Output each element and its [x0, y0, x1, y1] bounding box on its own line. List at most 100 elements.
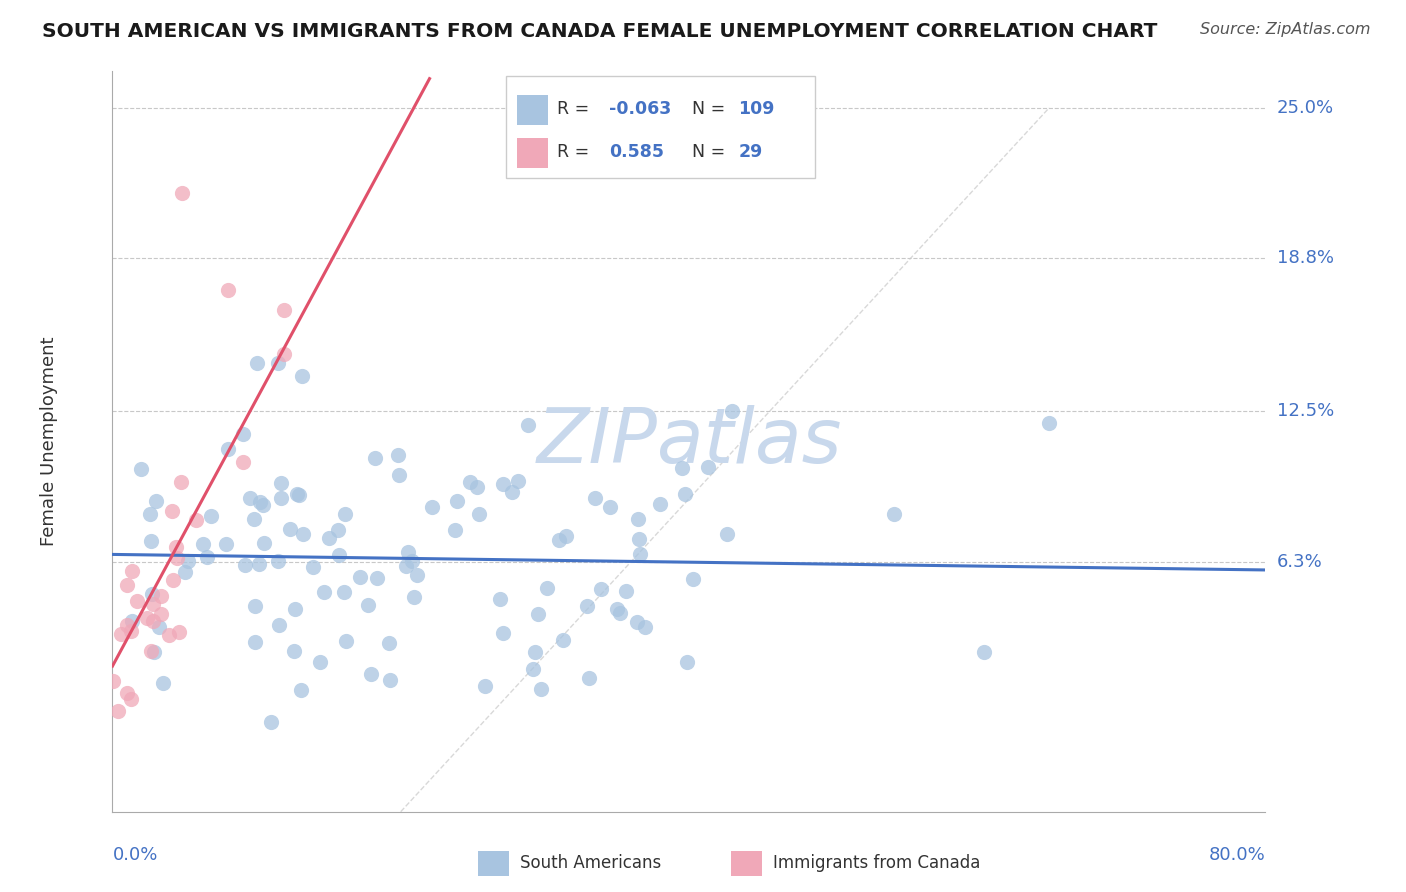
Text: 109: 109: [738, 100, 775, 118]
Point: [465, 480, 488, 494]
Point: [583, 491, 606, 506]
Point: [606, 602, 628, 616]
Point: [648, 497, 671, 511]
Point: [217, 283, 239, 297]
Point: [233, 558, 256, 573]
Point: [308, 655, 330, 669]
Point: [215, 537, 238, 551]
Point: [290, 682, 312, 697]
Point: [245, 356, 267, 370]
Text: 80.0%: 80.0%: [1209, 847, 1265, 864]
Point: [446, 493, 468, 508]
Point: [671, 461, 693, 475]
Point: [149, 607, 172, 621]
Point: [333, 507, 356, 521]
Point: [333, 584, 356, 599]
Point: [101, 673, 124, 688]
Point: [243, 635, 266, 649]
Point: [676, 655, 699, 669]
Text: 0.0%: 0.0%: [112, 847, 157, 864]
Point: [388, 467, 411, 482]
Point: [628, 547, 651, 561]
Point: [217, 442, 239, 457]
Point: [420, 500, 443, 514]
Point: [249, 494, 271, 508]
Point: [136, 610, 159, 624]
Text: ZIPatlas: ZIPatlas: [536, 405, 842, 478]
Point: [301, 560, 323, 574]
Point: [697, 460, 720, 475]
Text: 0.585: 0.585: [609, 143, 664, 161]
Point: [609, 606, 631, 620]
Point: [517, 417, 540, 432]
Point: [260, 715, 283, 730]
Point: [443, 523, 465, 537]
Point: [357, 598, 380, 612]
Text: Immigrants from Canada: Immigrants from Canada: [773, 855, 980, 872]
Point: [522, 662, 544, 676]
Text: 25.0%: 25.0%: [1277, 99, 1334, 117]
Point: [335, 634, 357, 648]
Point: [139, 508, 162, 522]
Point: [627, 532, 650, 546]
Point: [150, 589, 173, 603]
Point: [360, 667, 382, 681]
Point: [634, 619, 657, 633]
Point: [243, 512, 266, 526]
Point: [270, 491, 292, 505]
Point: [270, 475, 292, 490]
Text: SOUTH AMERICAN VS IMMIGRANTS FROM CANADA FEMALE UNEMPLOYMENT CORRELATION CHART: SOUTH AMERICAN VS IMMIGRANTS FROM CANADA…: [42, 22, 1157, 41]
Point: [267, 554, 290, 568]
Point: [129, 462, 152, 476]
Point: [401, 554, 423, 568]
Point: [283, 644, 305, 658]
Point: [578, 671, 600, 685]
Point: [973, 645, 995, 659]
Point: [378, 673, 401, 688]
Point: [195, 549, 218, 564]
Point: [141, 587, 163, 601]
Point: [526, 607, 548, 621]
Point: [349, 570, 371, 584]
Point: [142, 645, 165, 659]
Point: [673, 486, 696, 500]
Point: [291, 368, 314, 383]
Point: [378, 636, 401, 650]
Text: 6.3%: 6.3%: [1277, 553, 1322, 571]
Point: [312, 584, 335, 599]
Text: 29: 29: [738, 143, 762, 161]
Point: [548, 533, 571, 547]
Point: [1038, 417, 1060, 431]
Point: [402, 591, 425, 605]
Point: [492, 477, 515, 491]
Point: [716, 527, 738, 541]
Point: [253, 536, 276, 550]
Text: R =: R =: [557, 100, 589, 118]
Point: [575, 599, 598, 614]
Point: [395, 559, 418, 574]
Text: -0.063: -0.063: [609, 100, 671, 118]
Text: South Americans: South Americans: [520, 855, 661, 872]
Point: [117, 686, 139, 700]
Point: [193, 537, 215, 551]
Point: [139, 533, 162, 548]
Point: [285, 487, 308, 501]
Point: [115, 578, 138, 592]
Point: [278, 522, 301, 536]
Point: [127, 594, 149, 608]
Point: [152, 676, 174, 690]
Point: [160, 504, 183, 518]
Point: [508, 474, 530, 488]
Point: [396, 545, 419, 559]
Point: [387, 448, 409, 462]
Point: [554, 529, 576, 543]
Point: [523, 645, 546, 659]
Point: [115, 618, 138, 632]
Point: [406, 567, 429, 582]
Point: [107, 704, 129, 718]
Point: [474, 679, 496, 693]
Text: Female Unemployment: Female Unemployment: [39, 337, 58, 546]
Text: R =: R =: [557, 143, 589, 161]
Point: [165, 540, 187, 554]
Point: [551, 633, 574, 648]
